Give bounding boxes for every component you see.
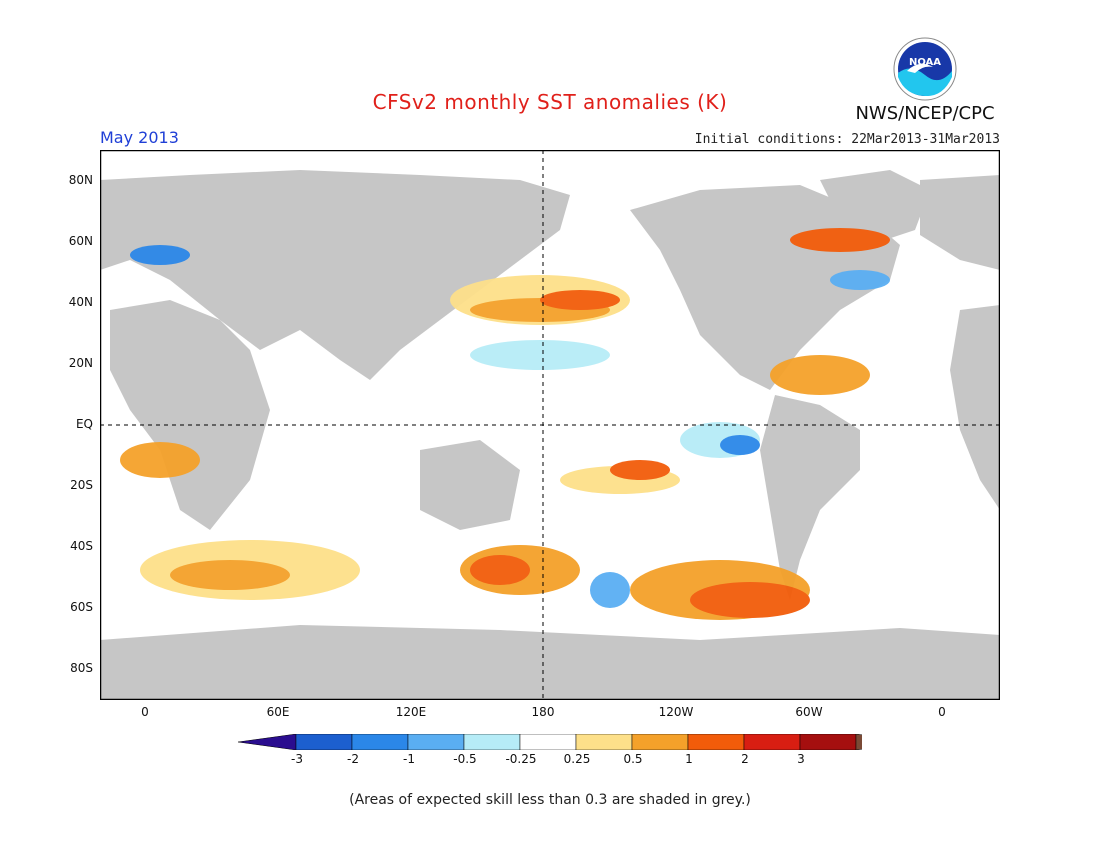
initial-conditions: Initial conditions: 22Mar2013-31Mar2013 xyxy=(694,132,1000,147)
x-tick: 0 xyxy=(938,705,946,719)
y-tick: 20N xyxy=(68,356,93,370)
colorbar-max-triangle xyxy=(855,734,862,750)
colorbar-segment xyxy=(575,734,633,750)
footnote: (Areas of expected skill less than 0.3 a… xyxy=(349,792,751,808)
x-tick: 60E xyxy=(266,705,290,719)
colorbar-label: 3 xyxy=(797,752,805,766)
x-tick: 120W xyxy=(658,705,694,719)
colorbar-segment xyxy=(631,734,689,750)
y-tick: 60N xyxy=(68,234,93,248)
colorbar-segment xyxy=(295,734,353,750)
y-tick: EQ xyxy=(75,417,93,431)
forecast-month: May 2013 xyxy=(100,128,179,147)
colorbar-label: -0.25 xyxy=(505,752,537,766)
y-tick: 40N xyxy=(68,295,93,309)
x-tick: 120E xyxy=(395,705,427,719)
agency-label: NWS/NCEP/CPC xyxy=(855,103,995,124)
colorbar-label: 2 xyxy=(741,752,749,766)
x-tick: 180 xyxy=(531,705,555,719)
y-tick: 80S xyxy=(70,661,93,675)
colorbar-label: 1 xyxy=(685,752,693,766)
y-tick: 40S xyxy=(70,539,93,553)
colorbar-segment xyxy=(463,734,521,750)
cool-anomalies xyxy=(130,245,890,608)
colorbar-label: -3 xyxy=(291,752,303,766)
chart-title: CFSv2 monthly SST anomalies (K) xyxy=(372,90,728,114)
colorbar xyxy=(238,734,862,750)
noaa-logo-icon: NOAA xyxy=(893,37,957,101)
colorbar-label: 0.5 xyxy=(623,752,643,766)
colorbar-segment xyxy=(743,734,801,750)
x-tick: 60W xyxy=(795,705,823,719)
colorbar-label: -1 xyxy=(403,752,415,766)
colorbar-label: -0.5 xyxy=(453,752,477,766)
y-tick: 60S xyxy=(70,600,93,614)
colorbar-segment xyxy=(687,734,745,750)
colorbar-min-triangle xyxy=(238,734,297,750)
sst-anomaly-map xyxy=(100,150,1000,700)
colorbar-label: 0.25 xyxy=(563,752,591,766)
svg-text:NOAA: NOAA xyxy=(909,57,941,68)
y-tick: 20S xyxy=(70,478,93,492)
colorbar-segment xyxy=(519,734,577,750)
colorbar-segment xyxy=(799,734,857,750)
colorbar-label: -2 xyxy=(347,752,359,766)
colorbar-segment xyxy=(407,734,465,750)
y-tick: 80N xyxy=(68,173,93,187)
x-tick: 0 xyxy=(141,705,149,719)
warm-anomalies xyxy=(120,228,890,620)
colorbar-segment xyxy=(351,734,409,750)
